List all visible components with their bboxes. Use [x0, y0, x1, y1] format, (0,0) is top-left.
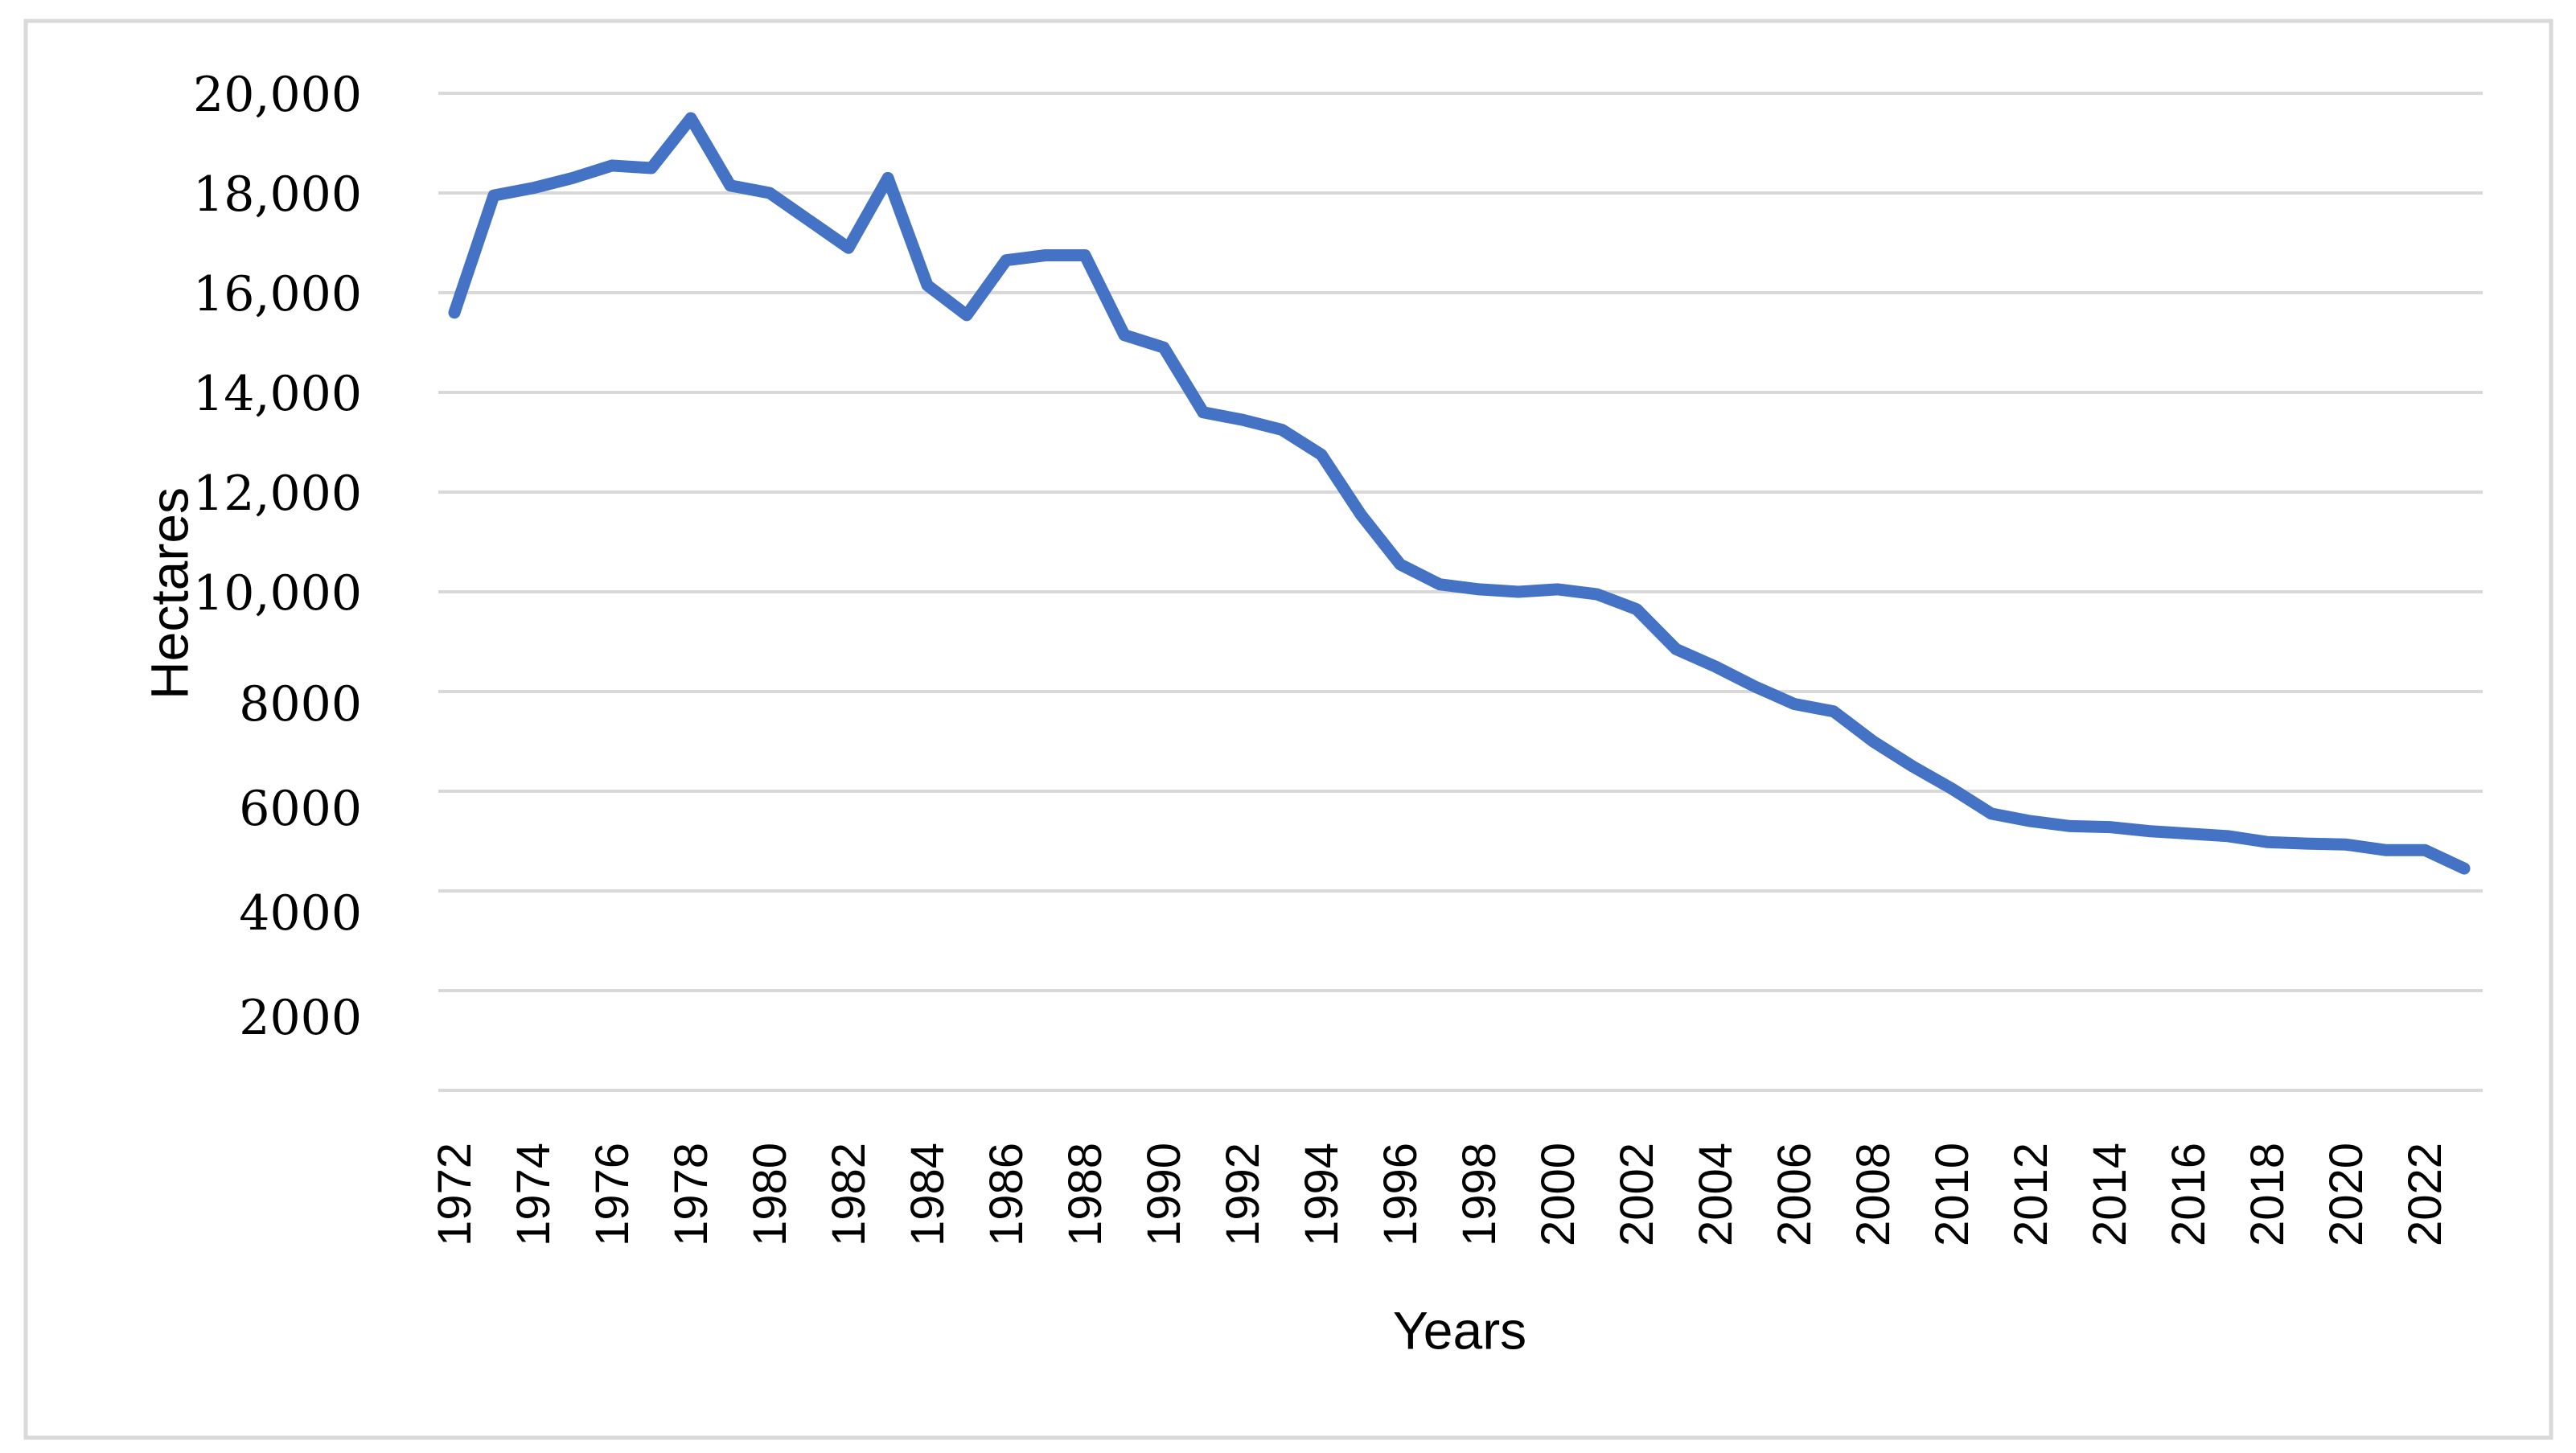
data-point	[2381, 845, 2390, 856]
data-point	[1671, 644, 1681, 655]
x-tick-label: 1994	[1296, 1143, 1348, 1246]
data-point	[2420, 845, 2430, 856]
data-point	[1789, 699, 1799, 709]
data-point	[2184, 828, 2193, 839]
data-point	[450, 307, 459, 318]
data-point	[844, 243, 853, 253]
data-point	[647, 163, 656, 173]
x-tick-label: 1974	[507, 1143, 560, 1246]
data-point	[1474, 584, 1484, 594]
x-tick-label: 1984	[902, 1143, 954, 1246]
data-point	[1159, 343, 1169, 353]
series-line	[448, 112, 2471, 875]
x-tick-label: 1976	[586, 1143, 639, 1246]
x-tick-label: 1992	[1217, 1143, 1269, 1246]
x-tick-label: 2010	[1926, 1143, 1978, 1246]
x-tick-label: 2018	[2241, 1143, 2294, 1246]
x-axis-title: Years	[1393, 1300, 1526, 1360]
data-point	[1908, 761, 1917, 771]
x-tick-label: 1972	[429, 1143, 481, 1246]
y-axis-title: Hectares	[139, 487, 199, 700]
y-tick-label: 8000	[239, 676, 362, 733]
data-point	[1395, 559, 1405, 569]
x-tick-label: 1990	[1138, 1143, 1190, 1246]
x-tick-label: 2004	[1690, 1143, 1742, 1246]
data-point	[2302, 839, 2311, 849]
x-tick-label: 1996	[1374, 1143, 1427, 1246]
x-tick-label: 1986	[980, 1143, 1033, 1246]
data-point	[1198, 407, 1208, 417]
y-tick-label: 6000	[239, 781, 362, 837]
x-tick-label: 2002	[1611, 1143, 1663, 1246]
series-layer	[448, 112, 2471, 875]
x-tick-label: 2014	[2084, 1143, 2136, 1246]
x-tick-label: 1978	[665, 1143, 717, 1246]
x-tick-label: 2022	[2399, 1143, 2451, 1246]
chart-border	[23, 18, 2553, 1440]
data-point	[1356, 509, 1366, 519]
data-point	[1080, 250, 1090, 261]
data-point	[1238, 415, 1247, 425]
data-point	[1001, 255, 1011, 265]
x-tick-label: 2000	[1532, 1143, 1584, 1246]
data-point	[1277, 425, 1287, 435]
data-point	[2262, 837, 2272, 848]
data-point	[725, 180, 735, 191]
data-point	[1553, 584, 1563, 594]
x-tick-label: 1988	[1059, 1143, 1111, 1246]
y-axis-tick-labels: 20,000 18,000 16,000 14,000 12,000 10,000 8000…	[193, 67, 362, 1046]
y-tick-label: 16,000	[193, 266, 362, 322]
y-tick-label: 18,000	[193, 166, 362, 223]
data-point	[489, 191, 499, 201]
data-point	[2105, 822, 2114, 832]
x-tick-label: 1982	[823, 1143, 875, 1246]
y-tick-label: 12,000	[193, 466, 362, 522]
data-point	[883, 173, 893, 183]
data-point	[1514, 587, 1523, 597]
data-point	[1750, 681, 1760, 692]
data-point	[528, 183, 538, 193]
y-tick-label: 2000	[239, 990, 362, 1046]
x-axis-tick-labels: 1972 1974 1976 1978 1980 1982 1984 1986 1988 1990…	[429, 1143, 2451, 1246]
data-point	[2026, 816, 2036, 827]
data-point	[607, 160, 617, 170]
data-point	[2341, 839, 2351, 850]
data-point	[962, 310, 972, 320]
x-tick-label: 1998	[1453, 1143, 1506, 1246]
x-tick-label: 2016	[2163, 1143, 2215, 1246]
data-point	[1986, 808, 1996, 819]
y-tick-label: 4000	[239, 885, 362, 942]
data-point	[1041, 250, 1050, 261]
x-tick-label: 2012	[2005, 1143, 2057, 1246]
data-point	[1868, 737, 1878, 746]
y-tick-label: 20,000	[193, 67, 362, 123]
data-point	[1592, 589, 1602, 600]
data-point	[765, 188, 774, 198]
x-tick-label: 1980	[744, 1143, 796, 1246]
data-point	[2223, 831, 2233, 841]
x-tick-label: 2006	[1769, 1143, 1821, 1246]
y-tick-label: 10,000	[193, 565, 362, 622]
data-point	[1829, 706, 1839, 716]
data-point	[2144, 826, 2154, 836]
y-tick-label: 14,000	[193, 366, 362, 422]
data-point	[1632, 604, 1641, 614]
data-point	[1435, 579, 1444, 589]
data-point	[922, 280, 932, 290]
data-point	[1711, 662, 1720, 671]
data-point	[2459, 864, 2469, 874]
x-tick-label: 2008	[1847, 1143, 1900, 1246]
data-point	[2065, 821, 2075, 831]
data-point	[804, 215, 814, 226]
data-point	[568, 173, 577, 183]
data-point	[1317, 449, 1326, 460]
data-point	[686, 113, 696, 123]
data-point	[1120, 330, 1129, 340]
data-point	[1947, 783, 1957, 794]
x-tick-label: 2020	[2320, 1143, 2373, 1246]
